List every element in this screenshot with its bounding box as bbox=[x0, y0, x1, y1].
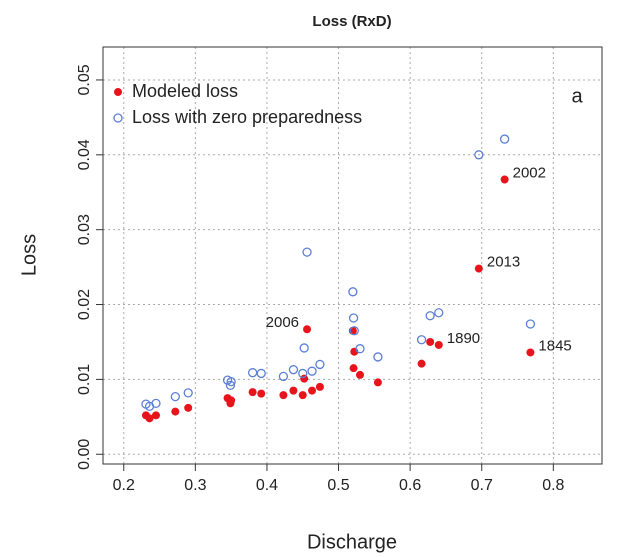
point bbox=[356, 370, 365, 379]
point bbox=[500, 175, 509, 184]
point bbox=[474, 264, 483, 273]
point bbox=[373, 352, 383, 362]
point bbox=[373, 378, 382, 387]
point bbox=[308, 386, 317, 395]
point bbox=[434, 308, 444, 318]
x-axis-label: Discharge bbox=[307, 531, 397, 553]
point bbox=[247, 368, 258, 378]
x-tick-label: 0.3 bbox=[184, 477, 206, 494]
point bbox=[307, 366, 317, 376]
point bbox=[417, 359, 426, 368]
plot-frame bbox=[102, 46, 603, 465]
point bbox=[151, 411, 160, 420]
point bbox=[303, 325, 312, 334]
point bbox=[416, 335, 427, 345]
y-tick-label: 0.01 bbox=[76, 364, 93, 395]
point bbox=[426, 337, 435, 346]
point bbox=[525, 319, 536, 329]
y-tick-label: 0.03 bbox=[76, 214, 93, 245]
point bbox=[349, 364, 358, 373]
point bbox=[184, 403, 193, 412]
point bbox=[279, 391, 288, 400]
x-tick-label: 0.7 bbox=[471, 477, 493, 494]
legend-label: Loss with zero preparedness bbox=[132, 107, 362, 127]
point bbox=[300, 374, 309, 383]
y-tick-label: 0.05 bbox=[76, 64, 93, 95]
x-tick-label: 0.4 bbox=[256, 477, 278, 494]
point bbox=[226, 376, 236, 387]
y-tick-label: 0.00 bbox=[76, 439, 93, 470]
legend-label: Modeled loss bbox=[132, 81, 238, 101]
point bbox=[526, 348, 535, 357]
point bbox=[151, 398, 161, 409]
point bbox=[474, 150, 484, 160]
point bbox=[434, 340, 443, 349]
x-tick-label: 0.8 bbox=[542, 477, 564, 494]
point-label: 1845 bbox=[538, 337, 571, 354]
panel-label: a bbox=[571, 85, 583, 107]
point bbox=[227, 396, 236, 405]
point bbox=[171, 407, 180, 416]
point bbox=[289, 386, 298, 395]
point bbox=[299, 343, 309, 353]
y-axis-label: Loss bbox=[18, 234, 40, 276]
chart-title: Loss (RxD) bbox=[312, 13, 391, 30]
point bbox=[288, 365, 299, 375]
point bbox=[348, 287, 358, 297]
point bbox=[298, 391, 307, 400]
point bbox=[170, 391, 180, 402]
legend-marker bbox=[113, 113, 123, 123]
x-tick-label: 0.5 bbox=[327, 477, 349, 494]
y-tick-label: 0.04 bbox=[76, 139, 93, 170]
point bbox=[302, 247, 312, 257]
point bbox=[256, 368, 266, 379]
point bbox=[315, 382, 324, 391]
point bbox=[257, 389, 266, 398]
point bbox=[183, 388, 193, 398]
point bbox=[315, 359, 325, 370]
legend-marker bbox=[114, 88, 122, 96]
point bbox=[348, 313, 359, 323]
point-label: 2013 bbox=[487, 254, 520, 271]
point bbox=[355, 344, 365, 354]
point-label: 1890 bbox=[447, 330, 480, 347]
x-tick-label: 0.2 bbox=[113, 477, 135, 494]
point-label: 2002 bbox=[513, 164, 546, 181]
point bbox=[499, 134, 510, 144]
point bbox=[225, 380, 236, 391]
x-tick-label: 0.6 bbox=[399, 477, 421, 494]
point bbox=[248, 388, 257, 397]
point-label: 2006 bbox=[266, 314, 299, 331]
point bbox=[349, 326, 359, 336]
point bbox=[278, 371, 289, 382]
point bbox=[145, 414, 154, 423]
point bbox=[298, 368, 308, 379]
y-tick-label: 0.02 bbox=[76, 289, 93, 320]
point bbox=[425, 311, 435, 321]
